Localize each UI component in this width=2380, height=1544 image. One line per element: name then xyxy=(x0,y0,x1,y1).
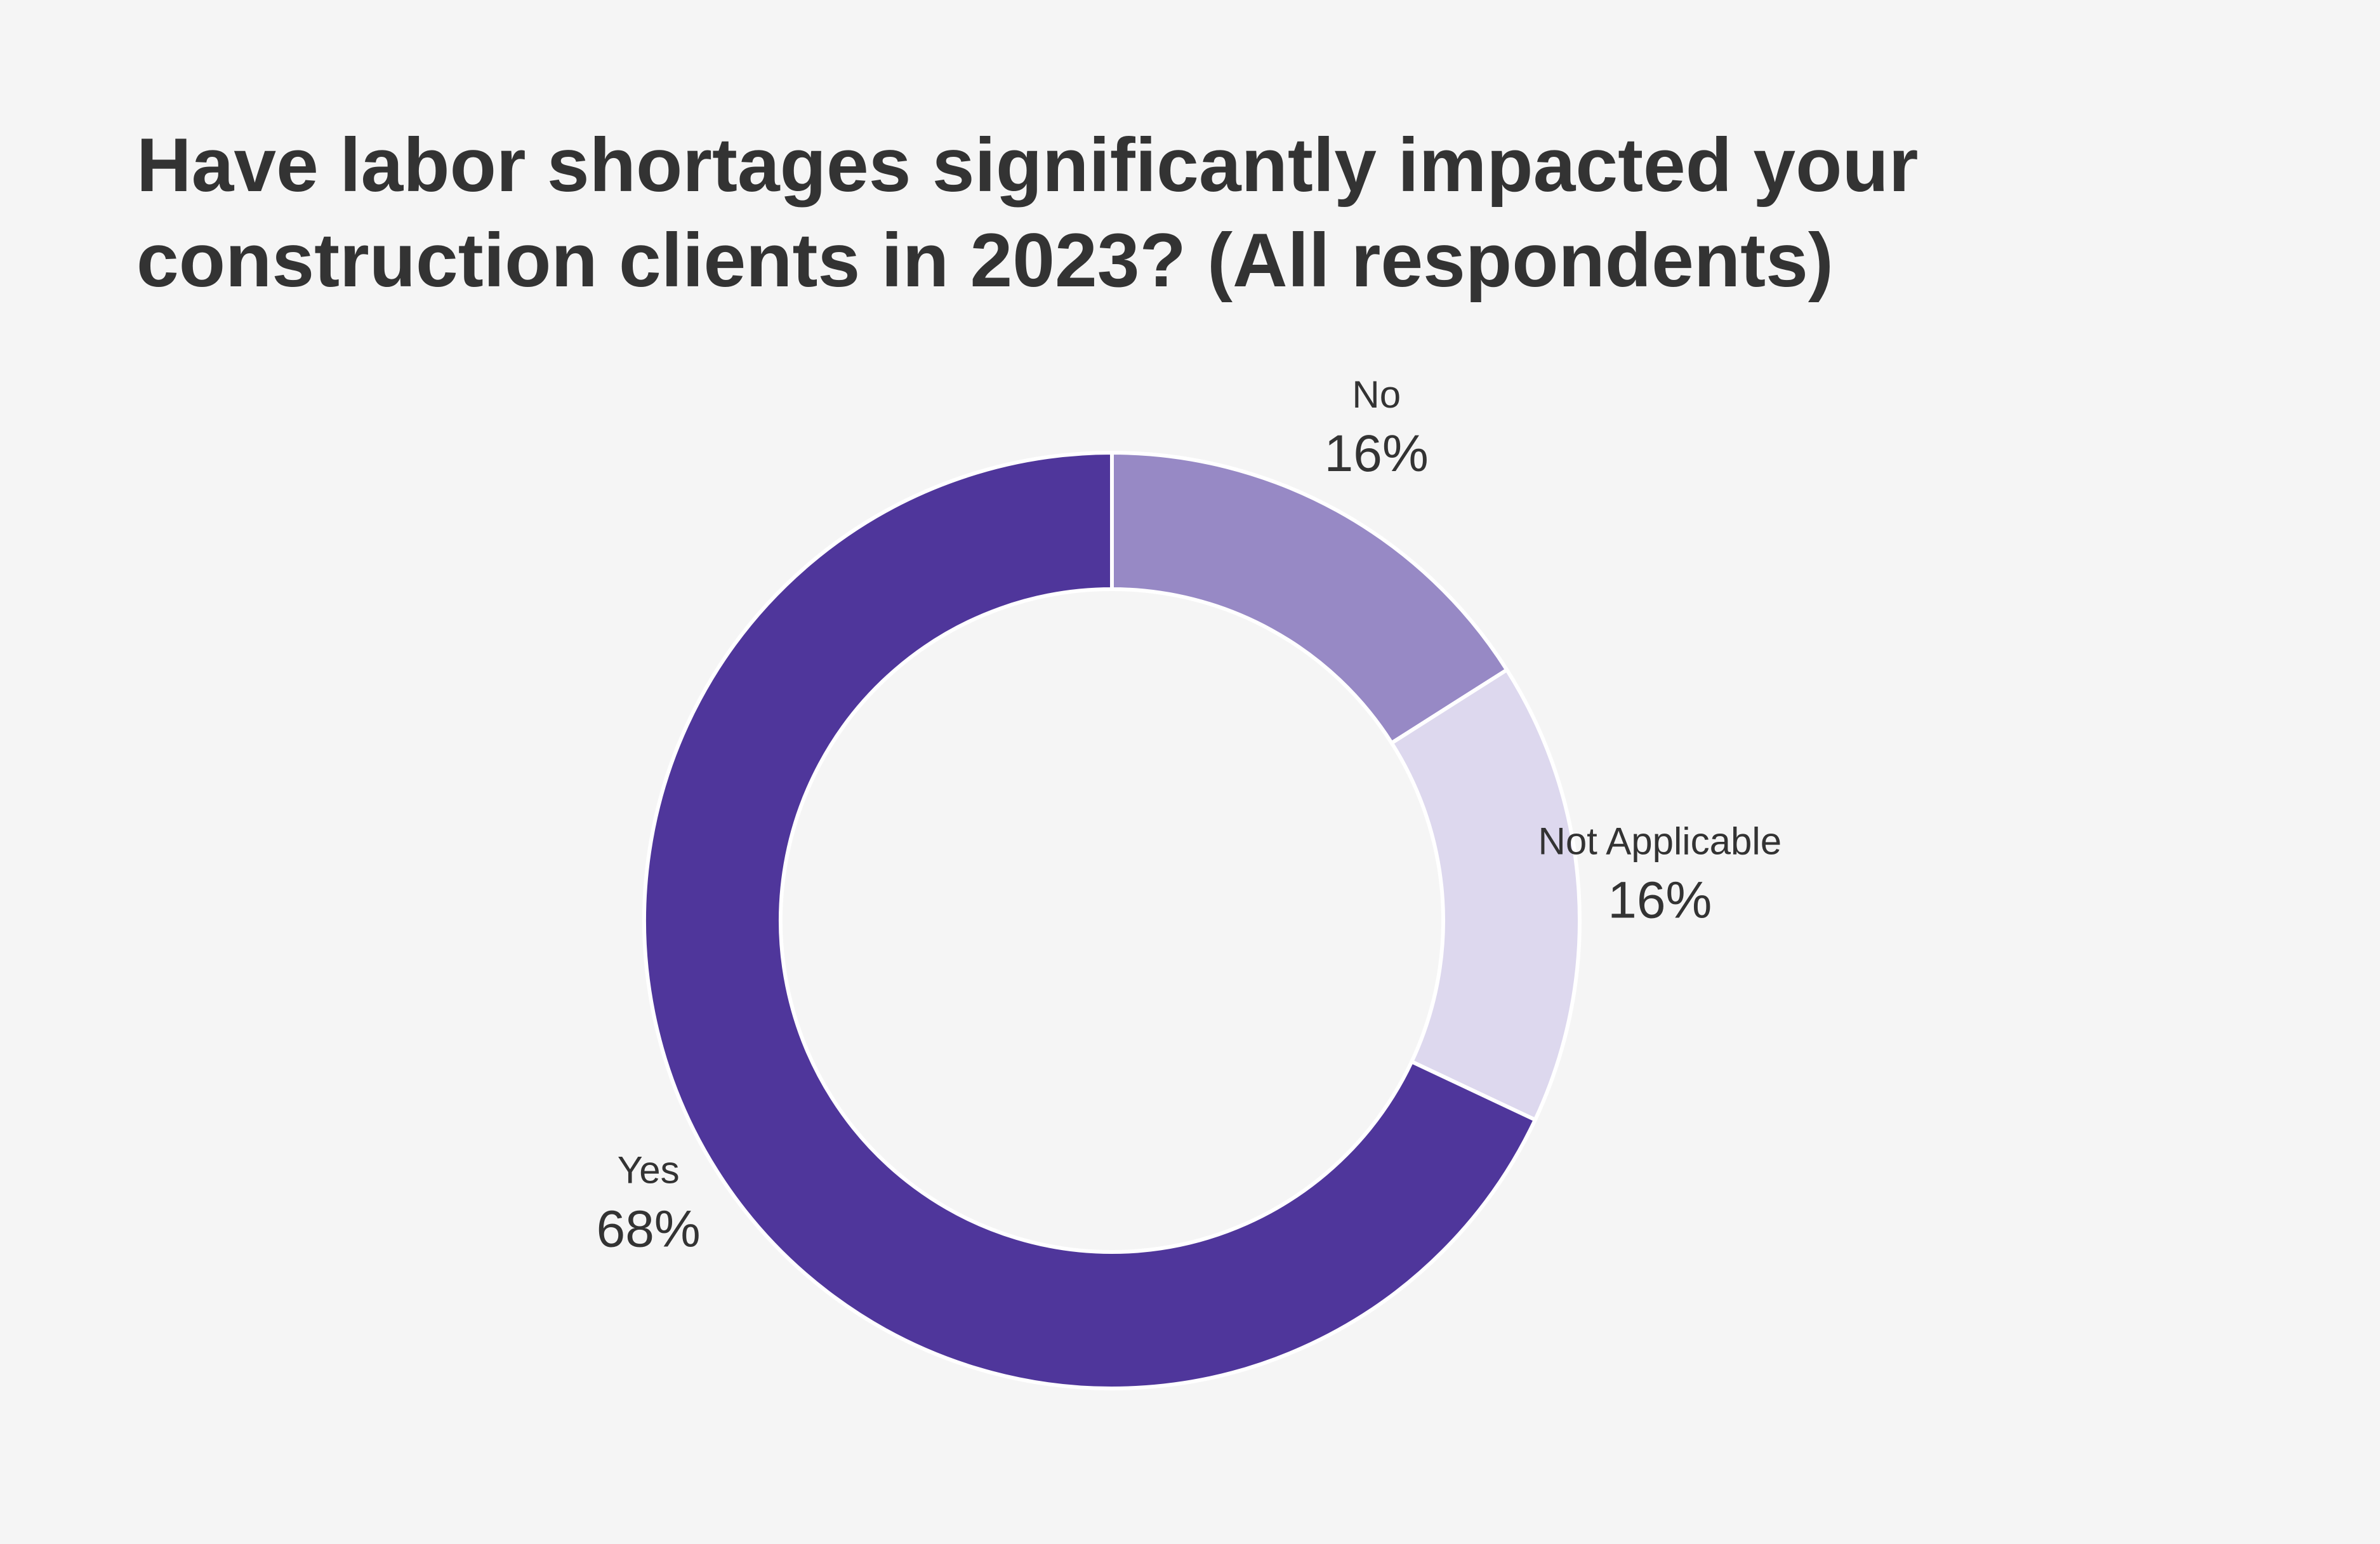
slice-labels: No 16% Not Applicable 16% Yes 68% xyxy=(597,373,1782,1258)
chart-title-line-2: construction clients in 2023? (All respo… xyxy=(136,218,1834,303)
donut-slices xyxy=(642,450,1582,1390)
slice-not-applicable xyxy=(1389,667,1582,1122)
chart-title-line-1: Have labor shortages significantly impac… xyxy=(136,123,1919,208)
slice-label-value-no: 16% xyxy=(1325,425,1429,482)
slice-label-name-no: No xyxy=(1352,373,1401,416)
slice-label-name-not-applicable: Not Applicable xyxy=(1538,820,1782,863)
slice-label-name-yes: Yes xyxy=(618,1148,680,1191)
slice-label-value-yes: 68% xyxy=(597,1200,701,1258)
chart-title: Have labor shortages significantly impac… xyxy=(136,117,2104,308)
slice-label-value-not-applicable: 16% xyxy=(1608,872,1712,929)
slice-yes xyxy=(642,450,1538,1390)
slice-no xyxy=(1110,450,1510,746)
